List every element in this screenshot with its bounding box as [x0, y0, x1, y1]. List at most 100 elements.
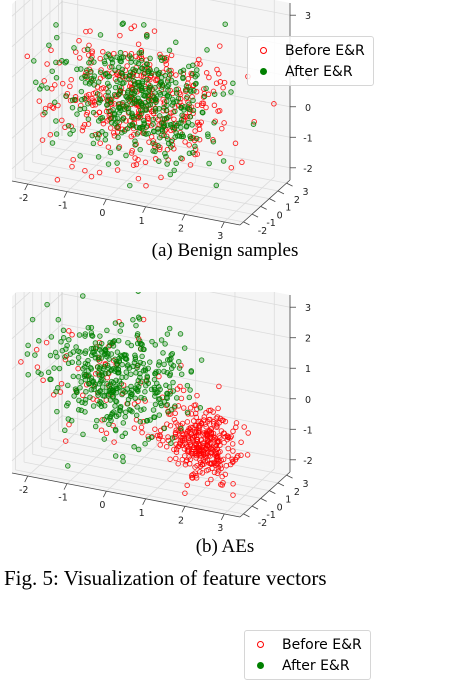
point-after	[180, 67, 187, 74]
point-after	[155, 389, 161, 395]
point-before	[193, 414, 200, 421]
x-tick	[24, 475, 29, 483]
point-after	[197, 405, 204, 411]
point-before	[157, 442, 163, 448]
point-after	[60, 335, 67, 341]
point-after	[97, 97, 104, 103]
point-before	[187, 426, 193, 433]
point-after	[54, 353, 60, 360]
point-after	[74, 389, 80, 395]
point-after	[136, 316, 143, 322]
point-after	[80, 293, 86, 299]
point-after	[75, 360, 82, 366]
point-after	[97, 333, 103, 339]
point-after	[105, 370, 111, 376]
grid-line	[11, 323, 63, 370]
grid-line	[11, 354, 63, 401]
point-after	[35, 369, 41, 375]
point-after	[133, 59, 139, 65]
point-before	[221, 120, 227, 126]
point-before	[140, 316, 147, 323]
point-before	[209, 460, 215, 466]
point-after	[24, 351, 31, 357]
point-after	[125, 88, 131, 94]
point-before	[135, 41, 142, 47]
point-after	[115, 134, 121, 141]
point-after	[105, 393, 112, 399]
point-after	[150, 121, 156, 127]
point-after	[144, 32, 150, 38]
point-after	[88, 76, 95, 82]
point-before	[173, 419, 179, 426]
point-after	[186, 106, 192, 113]
point-after	[49, 140, 56, 146]
point-after	[166, 72, 173, 78]
point-after	[84, 46, 91, 53]
point-after	[137, 146, 143, 153]
point-after	[71, 45, 77, 51]
point-before	[139, 429, 145, 436]
point-before	[98, 67, 104, 73]
point-before	[76, 55, 83, 61]
left-pane	[12, 0, 62, 181]
x-tick	[181, 506, 186, 513]
legend-marker-before	[257, 641, 264, 648]
y-tick-label: 2	[294, 487, 300, 498]
point-after	[139, 353, 145, 360]
point-after	[109, 59, 116, 66]
z-tick-label: -2	[303, 456, 312, 467]
point-after	[168, 352, 174, 358]
point-before	[115, 125, 121, 131]
y-tick	[269, 490, 276, 494]
grid-line	[49, 438, 279, 484]
point-after	[146, 70, 152, 77]
point-after	[150, 116, 156, 123]
point-before	[197, 61, 203, 67]
point-before	[173, 433, 179, 440]
point-after	[132, 356, 139, 363]
grid-line	[11, 415, 63, 462]
point-after	[125, 396, 132, 403]
point-after	[80, 431, 86, 438]
z-tick-label: 1	[305, 364, 311, 375]
y-tick-label: -1	[266, 510, 275, 521]
point-after	[54, 34, 60, 41]
point-after	[120, 99, 126, 106]
point-before	[151, 28, 158, 34]
point-after	[48, 334, 55, 340]
point-after	[135, 60, 142, 67]
point-after	[105, 93, 111, 99]
grid-line	[41, 446, 270, 492]
point-after	[135, 292, 141, 294]
y-tick-label: 3	[303, 479, 309, 490]
point-after	[79, 399, 85, 406]
y-tick-label: 3	[303, 187, 309, 198]
point-after	[47, 352, 54, 359]
point-before	[217, 150, 223, 156]
point-before	[179, 420, 186, 427]
point-before	[41, 78, 47, 84]
point-before	[216, 71, 222, 77]
z-tick-label: -1	[303, 425, 312, 436]
point-before	[205, 466, 212, 473]
point-before	[62, 356, 69, 363]
point-after	[147, 55, 153, 62]
point-after	[211, 91, 218, 97]
point-before	[227, 435, 233, 441]
y-tick	[260, 498, 267, 502]
x-tick-label: 3	[217, 231, 223, 242]
point-after	[128, 342, 135, 349]
point-after	[180, 133, 187, 140]
point-before	[197, 463, 204, 470]
point-before	[176, 443, 182, 449]
point-after	[88, 56, 94, 62]
point-after	[163, 107, 170, 114]
point-before	[131, 425, 138, 431]
grid-line	[15, 177, 244, 223]
point-after	[123, 152, 129, 159]
point-after	[134, 381, 140, 388]
point-after	[65, 463, 71, 469]
point-before	[218, 481, 224, 488]
point-after	[59, 57, 65, 64]
